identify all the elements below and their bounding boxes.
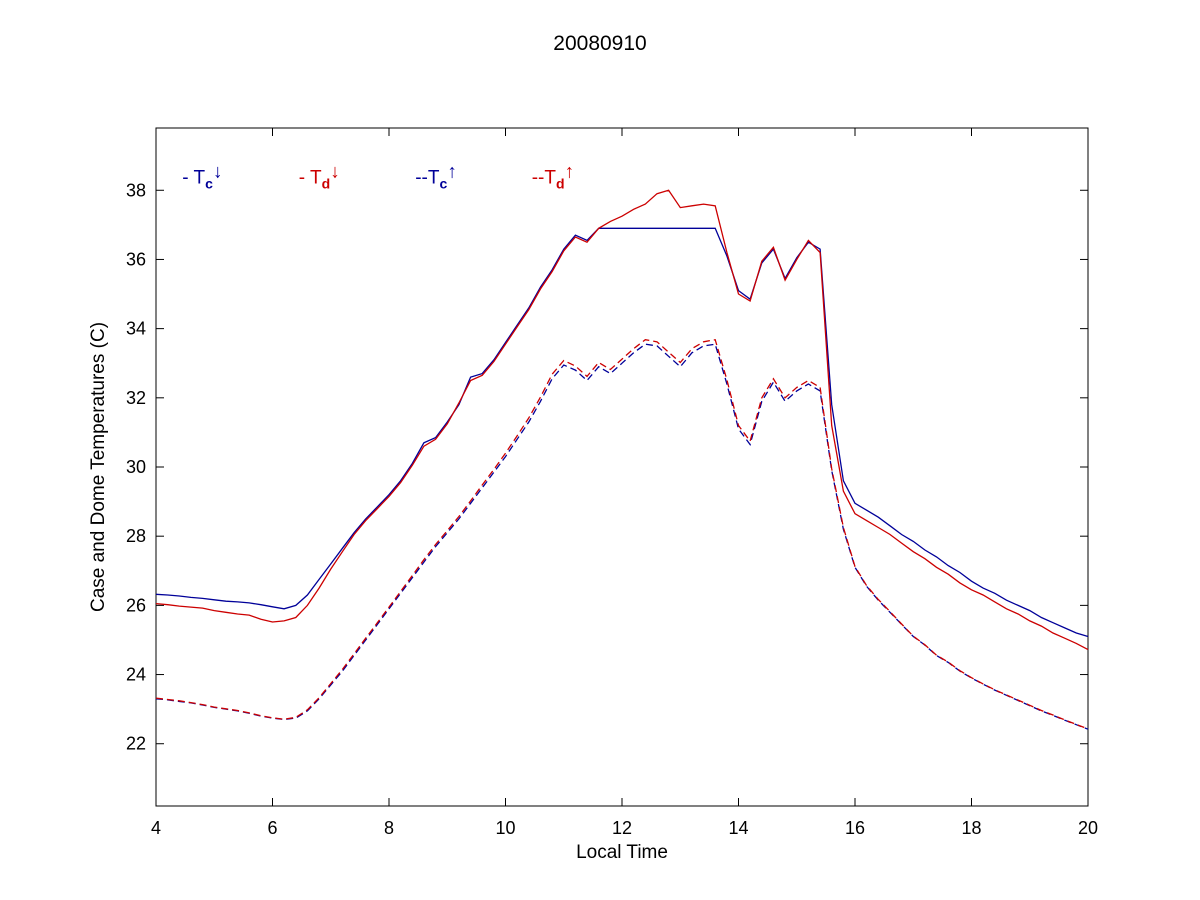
x-tick-label: 8 [384,818,394,838]
legend-annotation: - Tc↓ [182,161,222,191]
chart-title: 20080910 [553,32,646,55]
series-Td-down [155,189,1089,651]
y-tick-label: 34 [126,319,146,339]
y-tick-label: 32 [126,388,146,408]
y-tick-label: 22 [126,734,146,754]
y-axis-label: Case and Dome Temperatures (C) [88,322,109,612]
x-tick-label: 16 [845,818,865,838]
series-Tc-down [155,227,1089,638]
y-tick-label: 30 [126,457,146,477]
x-tick-label: 6 [267,818,277,838]
y-tick-label: 38 [126,180,146,200]
series-Td-up [155,338,1089,730]
y-tick-label: 26 [126,595,146,615]
legend-annotation: --Tc↑ [415,161,457,191]
y-tick-label: 28 [126,526,146,546]
series-Tc-up [155,343,1089,730]
x-tick-label: 4 [151,818,161,838]
y-tick-label: 36 [126,249,146,269]
x-tick-label: 10 [495,818,515,838]
x-tick-label: 12 [612,818,632,838]
x-tick-label: 14 [728,818,748,838]
plot-box [155,127,1089,807]
legend-annotation: - Td↓ [299,161,340,191]
x-tick-label: 18 [961,818,981,838]
legend-annotation: --Td↑ [532,161,574,191]
y-tick-label: 24 [126,665,146,685]
x-tick-label: 20 [1078,818,1098,838]
x-axis-label: Local Time [576,842,668,863]
